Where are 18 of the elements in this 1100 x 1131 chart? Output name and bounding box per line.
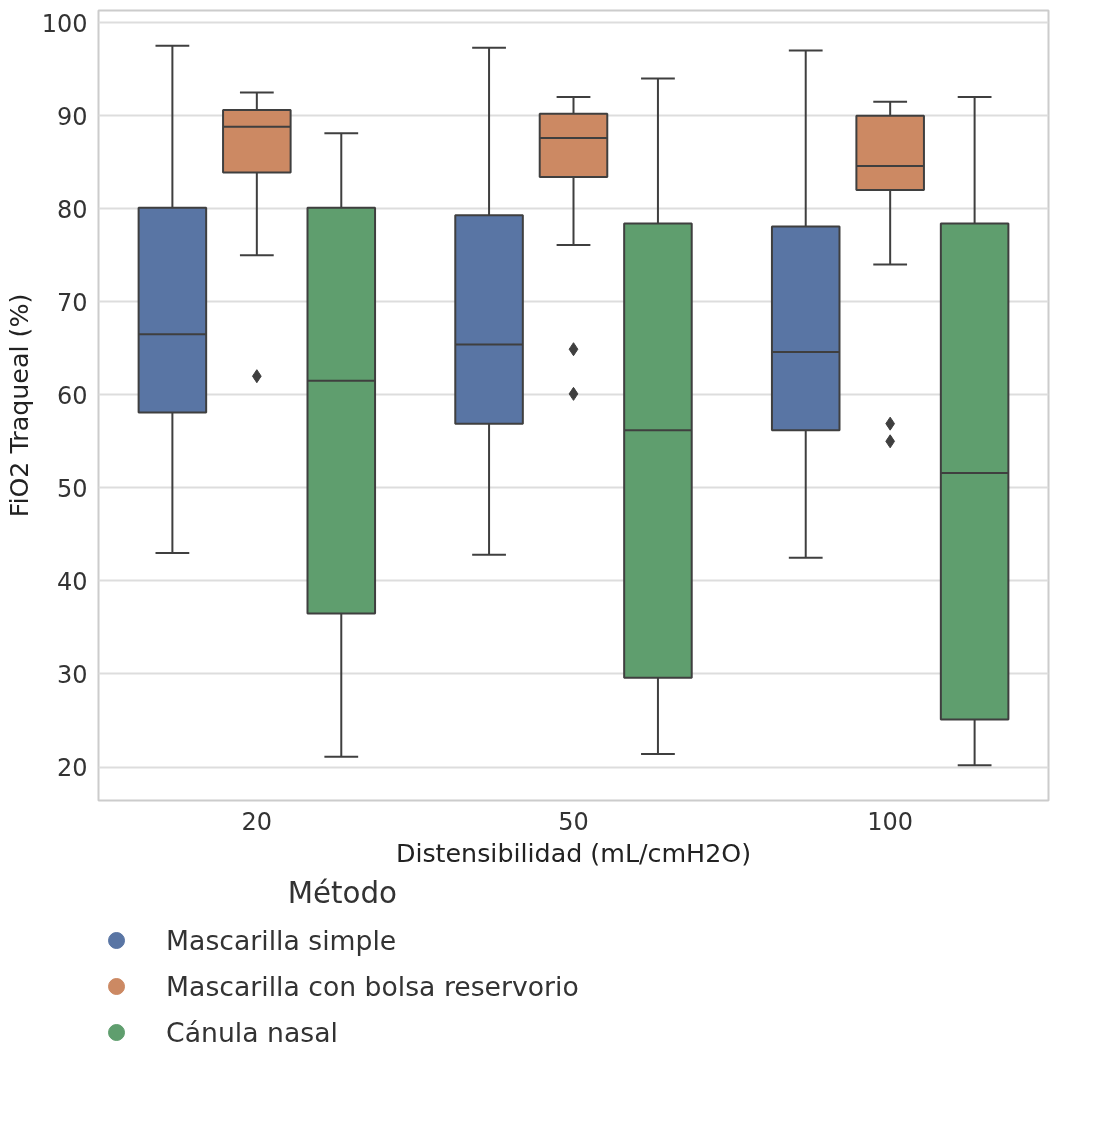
- x-tick-label: 20: [241, 807, 273, 836]
- x-axis-title: Distensibilidad (mL/cmH2O): [395, 837, 752, 868]
- legend-label: Mascarilla con bolsa reservorio: [166, 971, 579, 1002]
- y-tick-label: 70: [56, 288, 88, 317]
- legend-label: Cánula nasal: [166, 1017, 338, 1048]
- legend-label: Mascarilla simple: [166, 925, 397, 956]
- y-tick-label: 20: [56, 754, 88, 782]
- y-tick-label: 100: [41, 9, 88, 38]
- y-tick-label: 50: [56, 474, 88, 503]
- y-tick-label: 40: [56, 567, 88, 596]
- y-tick-label: 80: [56, 195, 88, 224]
- x-tick-label: 50: [558, 807, 589, 836]
- x-tick-label: 100: [867, 807, 914, 836]
- legend-title: Método: [287, 875, 398, 910]
- y-tick-label: 30: [56, 660, 88, 689]
- y-axis-title: FiO2 Traqueal (%): [3, 293, 34, 518]
- y-tick-label: 60: [56, 381, 88, 410]
- y-tick-label: 90: [56, 102, 88, 131]
